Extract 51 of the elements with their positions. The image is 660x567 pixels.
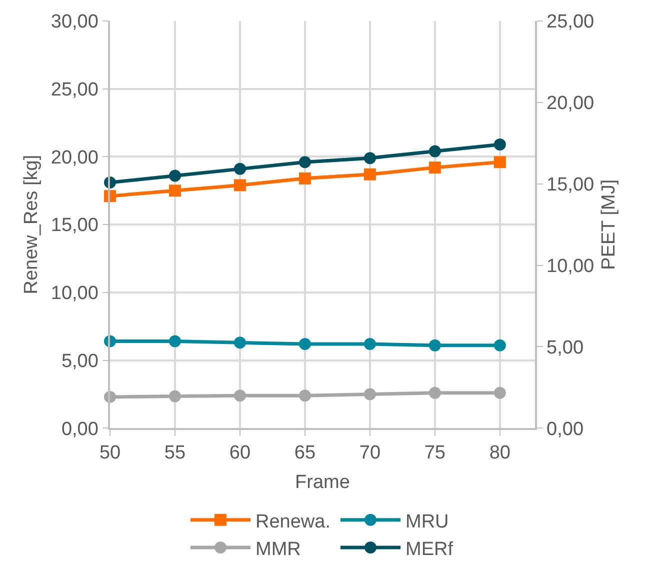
point: [234, 390, 246, 402]
x-tick-label: 75: [424, 442, 446, 464]
point: [298, 338, 311, 350]
point: [494, 339, 506, 352]
point: [428, 145, 441, 158]
point: [494, 156, 506, 168]
point: [234, 336, 246, 349]
y2-tick-label: 15,00: [546, 174, 594, 196]
point: [428, 339, 441, 352]
x-tick-label: 65: [294, 442, 316, 464]
y-tick-label: 15,00: [50, 215, 98, 236]
point: [298, 156, 311, 168]
point: [364, 152, 376, 164]
x-tick-label: 80: [489, 442, 510, 464]
x-tick-label: 50: [99, 442, 121, 464]
x-tick-label: 70: [359, 442, 381, 464]
legend-label: MERf: [406, 538, 454, 560]
y2-tick-label: 10,00: [546, 256, 594, 277]
point: [168, 170, 181, 182]
point: [168, 184, 181, 197]
point: [364, 388, 376, 400]
y-tick-label: 25,00: [50, 80, 98, 101]
point: [364, 338, 376, 350]
point: [428, 162, 441, 174]
y2-axis-title: PEET [MJ]: [598, 179, 620, 270]
y-tick-label: 30,00: [50, 12, 98, 33]
legend-label: MMR: [256, 538, 301, 560]
y2-tick-label: 0,00: [546, 418, 584, 440]
y-tick-label: 5,00: [61, 350, 98, 372]
legend-label: MRU: [406, 511, 449, 532]
point: [234, 179, 246, 192]
y-tick-label: 20,00: [50, 147, 98, 168]
legend-label: Renewa.: [256, 511, 330, 532]
point: [494, 138, 506, 150]
point: [298, 172, 311, 184]
y-tick-label: 10,00: [50, 283, 98, 304]
point: [168, 335, 181, 348]
x-tick-label: 60: [229, 442, 251, 464]
y-tick-label: 0,00: [61, 418, 98, 440]
y2-tick-label: 25,00: [546, 12, 594, 33]
point: [168, 390, 181, 402]
point: [494, 386, 506, 399]
x-axis-title: Frame: [295, 472, 350, 493]
y-axis-title: Renew_Res [kg]: [21, 154, 42, 294]
point: [298, 390, 311, 402]
point: [428, 386, 441, 399]
point: [364, 168, 376, 180]
x-tick-label: 55: [164, 442, 186, 464]
y2-tick-label: 20,00: [546, 93, 594, 114]
point: [234, 162, 246, 175]
y2-tick-label: 5,00: [546, 337, 584, 358]
